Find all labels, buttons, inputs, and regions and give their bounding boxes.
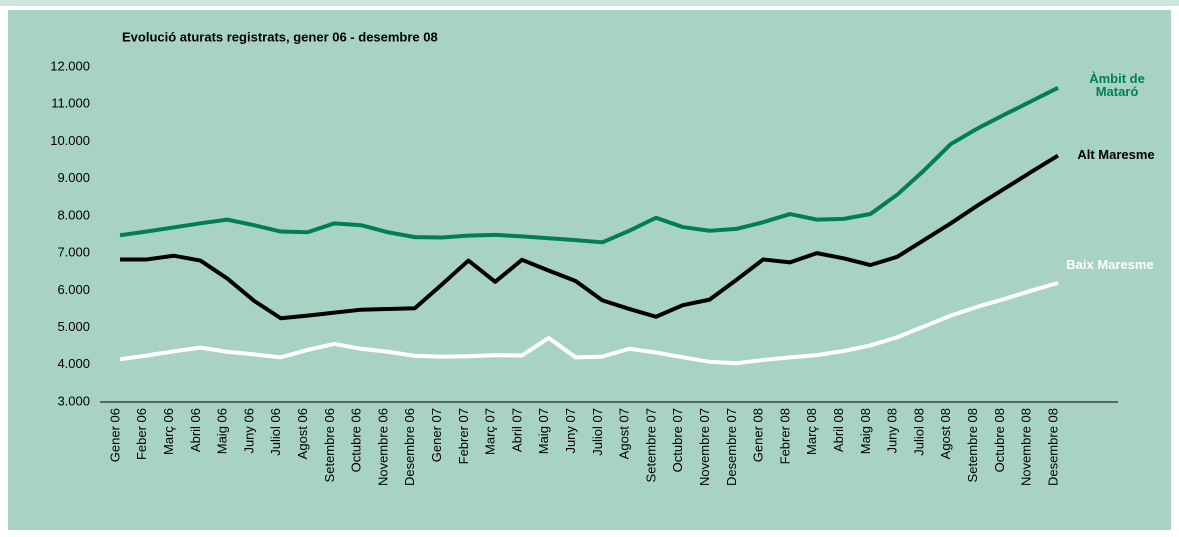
y-tick-label: 4.000 bbox=[57, 356, 90, 371]
series-line bbox=[119, 280, 1059, 366]
x-tick-label: Novembre 08 bbox=[1019, 408, 1034, 486]
x-tick-label: Novembre 06 bbox=[375, 408, 390, 486]
series-line bbox=[119, 86, 1059, 245]
y-tick-label: 10.000 bbox=[50, 133, 90, 148]
x-tick-label: Novembre 07 bbox=[697, 408, 712, 486]
y-tick-label: 3.000 bbox=[57, 393, 90, 408]
x-tick-label: Febrer 08 bbox=[777, 408, 792, 464]
y-tick-label: 9.000 bbox=[57, 170, 90, 185]
x-tick-label: Octubre 06 bbox=[349, 408, 364, 472]
x-tick-label: Març 06 bbox=[161, 408, 176, 455]
x-tick-label: Març 07 bbox=[483, 408, 498, 455]
x-tick-label: Octubre 08 bbox=[992, 408, 1007, 472]
x-tick-label: Gener 07 bbox=[429, 408, 444, 462]
x-tick-label: Gener 06 bbox=[107, 408, 122, 462]
y-tick-label: 5.000 bbox=[57, 319, 90, 334]
series-label: Baix Maresme bbox=[1066, 257, 1154, 272]
x-tick-label: Juliol 08 bbox=[911, 408, 926, 456]
y-tick-label: 8.000 bbox=[57, 207, 90, 222]
y-tick-label: 7.000 bbox=[57, 245, 90, 260]
x-tick-label: Febrer 07 bbox=[456, 408, 471, 464]
x-tick-label: Maig 08 bbox=[858, 408, 873, 454]
x-tick-label: Desembre 07 bbox=[724, 408, 739, 486]
plot-background bbox=[8, 10, 1171, 530]
y-tick-label: 6.000 bbox=[57, 282, 90, 297]
x-tick-label: Juny 06 bbox=[241, 408, 256, 454]
y-tick-label: 11.000 bbox=[51, 96, 90, 111]
x-tick-label: Abril 07 bbox=[509, 408, 524, 452]
series-line bbox=[120, 153, 1060, 321]
series-label: Àmbit de Mataró bbox=[1089, 71, 1145, 99]
x-tick-label: Abril 06 bbox=[188, 408, 203, 452]
x-tick-label: Juliol 07 bbox=[590, 408, 605, 456]
top-strip bbox=[0, 0, 1179, 6]
x-tick-label: Març 08 bbox=[804, 408, 819, 455]
x-tick-label: Setembre 08 bbox=[965, 408, 980, 482]
y-tick-label: 12.000 bbox=[50, 58, 90, 73]
x-tick-label: Desembre 06 bbox=[402, 408, 417, 486]
x-tick-label: Juny 07 bbox=[563, 408, 578, 454]
x-tick-label: Gener 08 bbox=[751, 408, 766, 462]
x-tick-label: Maig 07 bbox=[536, 408, 551, 454]
x-tick-label: Juny 08 bbox=[885, 408, 900, 454]
x-tick-label: Maig 06 bbox=[215, 408, 230, 454]
x-tick-label: Octubre 07 bbox=[670, 408, 685, 472]
series-label: Alt Maresme bbox=[1077, 147, 1155, 162]
x-tick-label: Juliol 06 bbox=[268, 408, 283, 456]
x-tick-label: Agost 07 bbox=[617, 408, 632, 459]
x-tick-label: Abril 08 bbox=[831, 408, 846, 452]
x-tick-label: Agost 08 bbox=[938, 408, 953, 459]
x-tick-label: Desembre 08 bbox=[1045, 408, 1060, 486]
x-tick-label: Feber 06 bbox=[134, 408, 149, 460]
chart-title: Evolució aturats registrats, gener 06 - … bbox=[122, 29, 438, 44]
x-tick-label: Agost 06 bbox=[295, 408, 310, 459]
x-tick-label: Setembre 06 bbox=[322, 408, 337, 482]
x-tick-label: Setembre 07 bbox=[643, 408, 658, 482]
